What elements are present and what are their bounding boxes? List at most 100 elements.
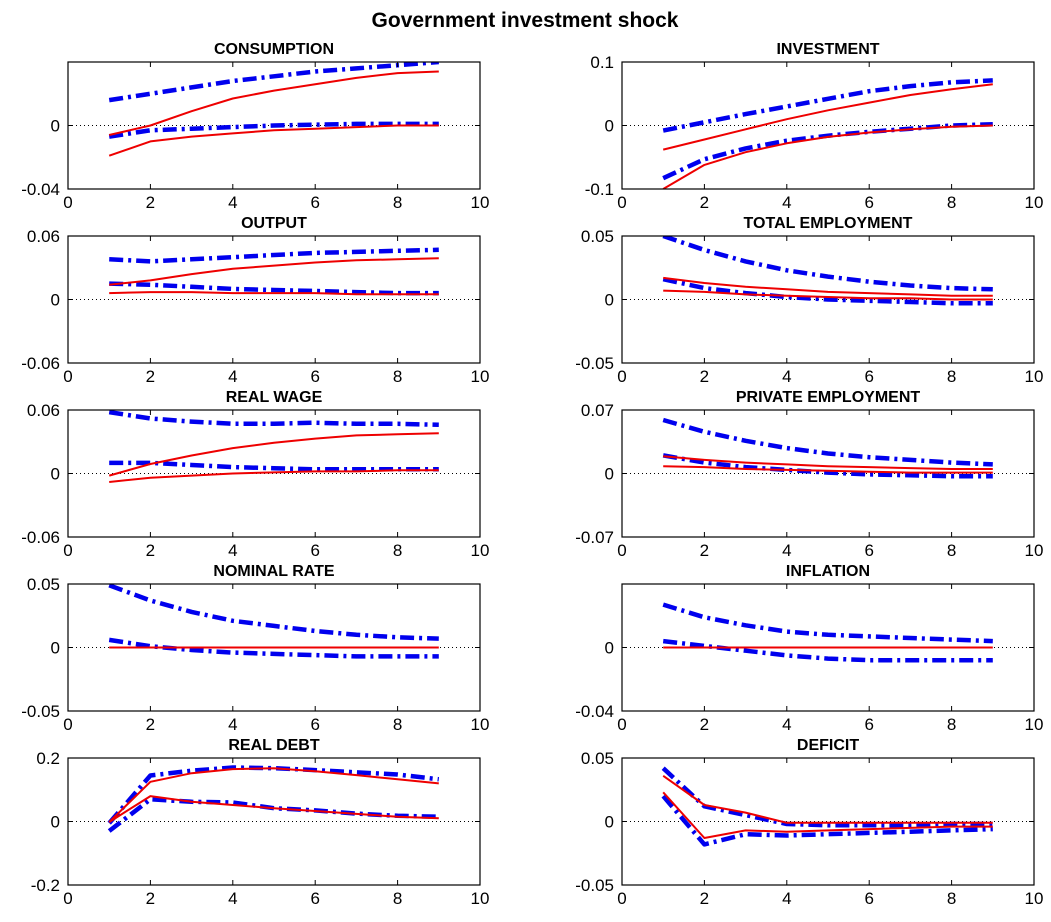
x-tick-label: 8 <box>947 889 956 908</box>
band-line-0 <box>108 584 439 641</box>
x-tick-label: 8 <box>393 193 402 212</box>
y-tick-label: -0.2 <box>31 876 60 895</box>
y-tick-label: 0.05 <box>27 575 60 594</box>
irf-line-3 <box>663 465 993 474</box>
y-tick-label: -0.06 <box>21 528 60 547</box>
series-group <box>662 417 993 479</box>
x-tick-label: 0 <box>63 541 72 560</box>
x-tick-label: 10 <box>1025 541 1044 560</box>
x-tick-label: 4 <box>782 541 791 560</box>
y-tick-label: 0 <box>605 117 614 136</box>
x-tick-label: 8 <box>947 193 956 212</box>
series-group <box>662 602 993 663</box>
panel-title: REAL DEBT <box>228 737 319 754</box>
x-tick-label: 6 <box>864 193 873 212</box>
y-tick-label: -0.04 <box>21 180 60 199</box>
x-tick-label: 8 <box>393 367 402 386</box>
irf-line-3 <box>662 791 993 839</box>
x-tick-label: 4 <box>228 715 237 734</box>
x-tick-label: 2 <box>146 715 155 734</box>
x-tick-label: 2 <box>700 367 709 386</box>
y-tick-label: 0.06 <box>27 227 60 246</box>
y-tick-label: 0.05 <box>581 227 614 246</box>
x-tick-label: 0 <box>617 541 626 560</box>
band-line-1 <box>107 797 439 833</box>
x-tick-label: 0 <box>63 715 72 734</box>
x-tick-label: 2 <box>146 193 155 212</box>
x-tick-label: 8 <box>393 541 402 560</box>
irf-line-2 <box>663 276 993 297</box>
band-line-1 <box>109 281 439 296</box>
y-tick-label: 0.05 <box>581 749 614 768</box>
irf-line-2 <box>108 767 439 823</box>
x-tick-label: 2 <box>146 367 155 386</box>
y-tick-label: 0.06 <box>27 401 60 420</box>
x-tick-label: 2 <box>700 193 709 212</box>
y-tick-label: 0.2 <box>36 749 60 768</box>
x-tick-label: 6 <box>864 367 873 386</box>
x-tick-label: 4 <box>782 889 791 908</box>
y-tick-label: -0.07 <box>575 528 614 547</box>
x-tick-label: 6 <box>864 541 873 560</box>
irf-line-3 <box>108 795 439 823</box>
band-line-1 <box>108 121 439 139</box>
y-tick-label: 0 <box>51 291 60 310</box>
irf-line-3 <box>109 291 439 296</box>
irf-line-3 <box>108 124 439 157</box>
band-line-0 <box>108 410 439 428</box>
x-tick-label: 2 <box>146 541 155 560</box>
band-line-1 <box>662 121 993 181</box>
series-group <box>108 62 439 157</box>
irf-line-3 <box>663 289 993 301</box>
y-tick-label: -0.05 <box>575 354 614 373</box>
x-tick-label: 0 <box>63 193 72 212</box>
y-tick-label: 0 <box>51 639 60 658</box>
x-tick-label: 0 <box>617 193 626 212</box>
x-tick-label: 4 <box>228 193 237 212</box>
y-tick-label: 0 <box>605 291 614 310</box>
band-line-0 <box>662 602 993 644</box>
band-line-1 <box>662 453 993 479</box>
y-tick-label: 0 <box>51 465 60 484</box>
x-tick-label: 10 <box>471 193 490 212</box>
x-tick-label: 8 <box>947 541 956 560</box>
y-tick-label: -0.05 <box>575 876 614 895</box>
irf-line-3 <box>109 469 439 483</box>
x-tick-label: 0 <box>617 715 626 734</box>
panel-title: REAL WAGE <box>226 389 323 406</box>
x-tick-label: 10 <box>471 889 490 908</box>
irf-line-2 <box>663 455 993 470</box>
x-tick-label: 0 <box>63 367 72 386</box>
x-tick-label: 8 <box>393 889 402 908</box>
x-tick-label: 8 <box>393 715 402 734</box>
x-tick-label: 10 <box>471 541 490 560</box>
irf-line-2 <box>662 83 993 151</box>
x-tick-label: 6 <box>310 193 319 212</box>
x-tick-label: 10 <box>1025 367 1044 386</box>
series-group <box>108 584 439 659</box>
band-line-0 <box>662 417 993 467</box>
x-tick-label: 4 <box>782 193 791 212</box>
panel-title: TOTAL EMPLOYMENT <box>744 215 913 232</box>
x-tick-label: 6 <box>310 889 319 908</box>
band-line-0 <box>662 236 993 292</box>
x-tick-label: 4 <box>782 715 791 734</box>
y-tick-label: 0 <box>605 813 614 832</box>
series-group <box>661 766 993 847</box>
x-tick-label: 2 <box>700 889 709 908</box>
y-tick-label: 0 <box>51 117 60 136</box>
x-tick-label: 2 <box>700 715 709 734</box>
x-tick-label: 8 <box>947 715 956 734</box>
y-tick-label: 0.1 <box>590 53 614 72</box>
band-line-0 <box>109 247 439 264</box>
x-tick-label: 10 <box>1025 193 1044 212</box>
y-tick-label: 0 <box>605 639 614 658</box>
figure-title: Government investment shock <box>372 9 679 32</box>
